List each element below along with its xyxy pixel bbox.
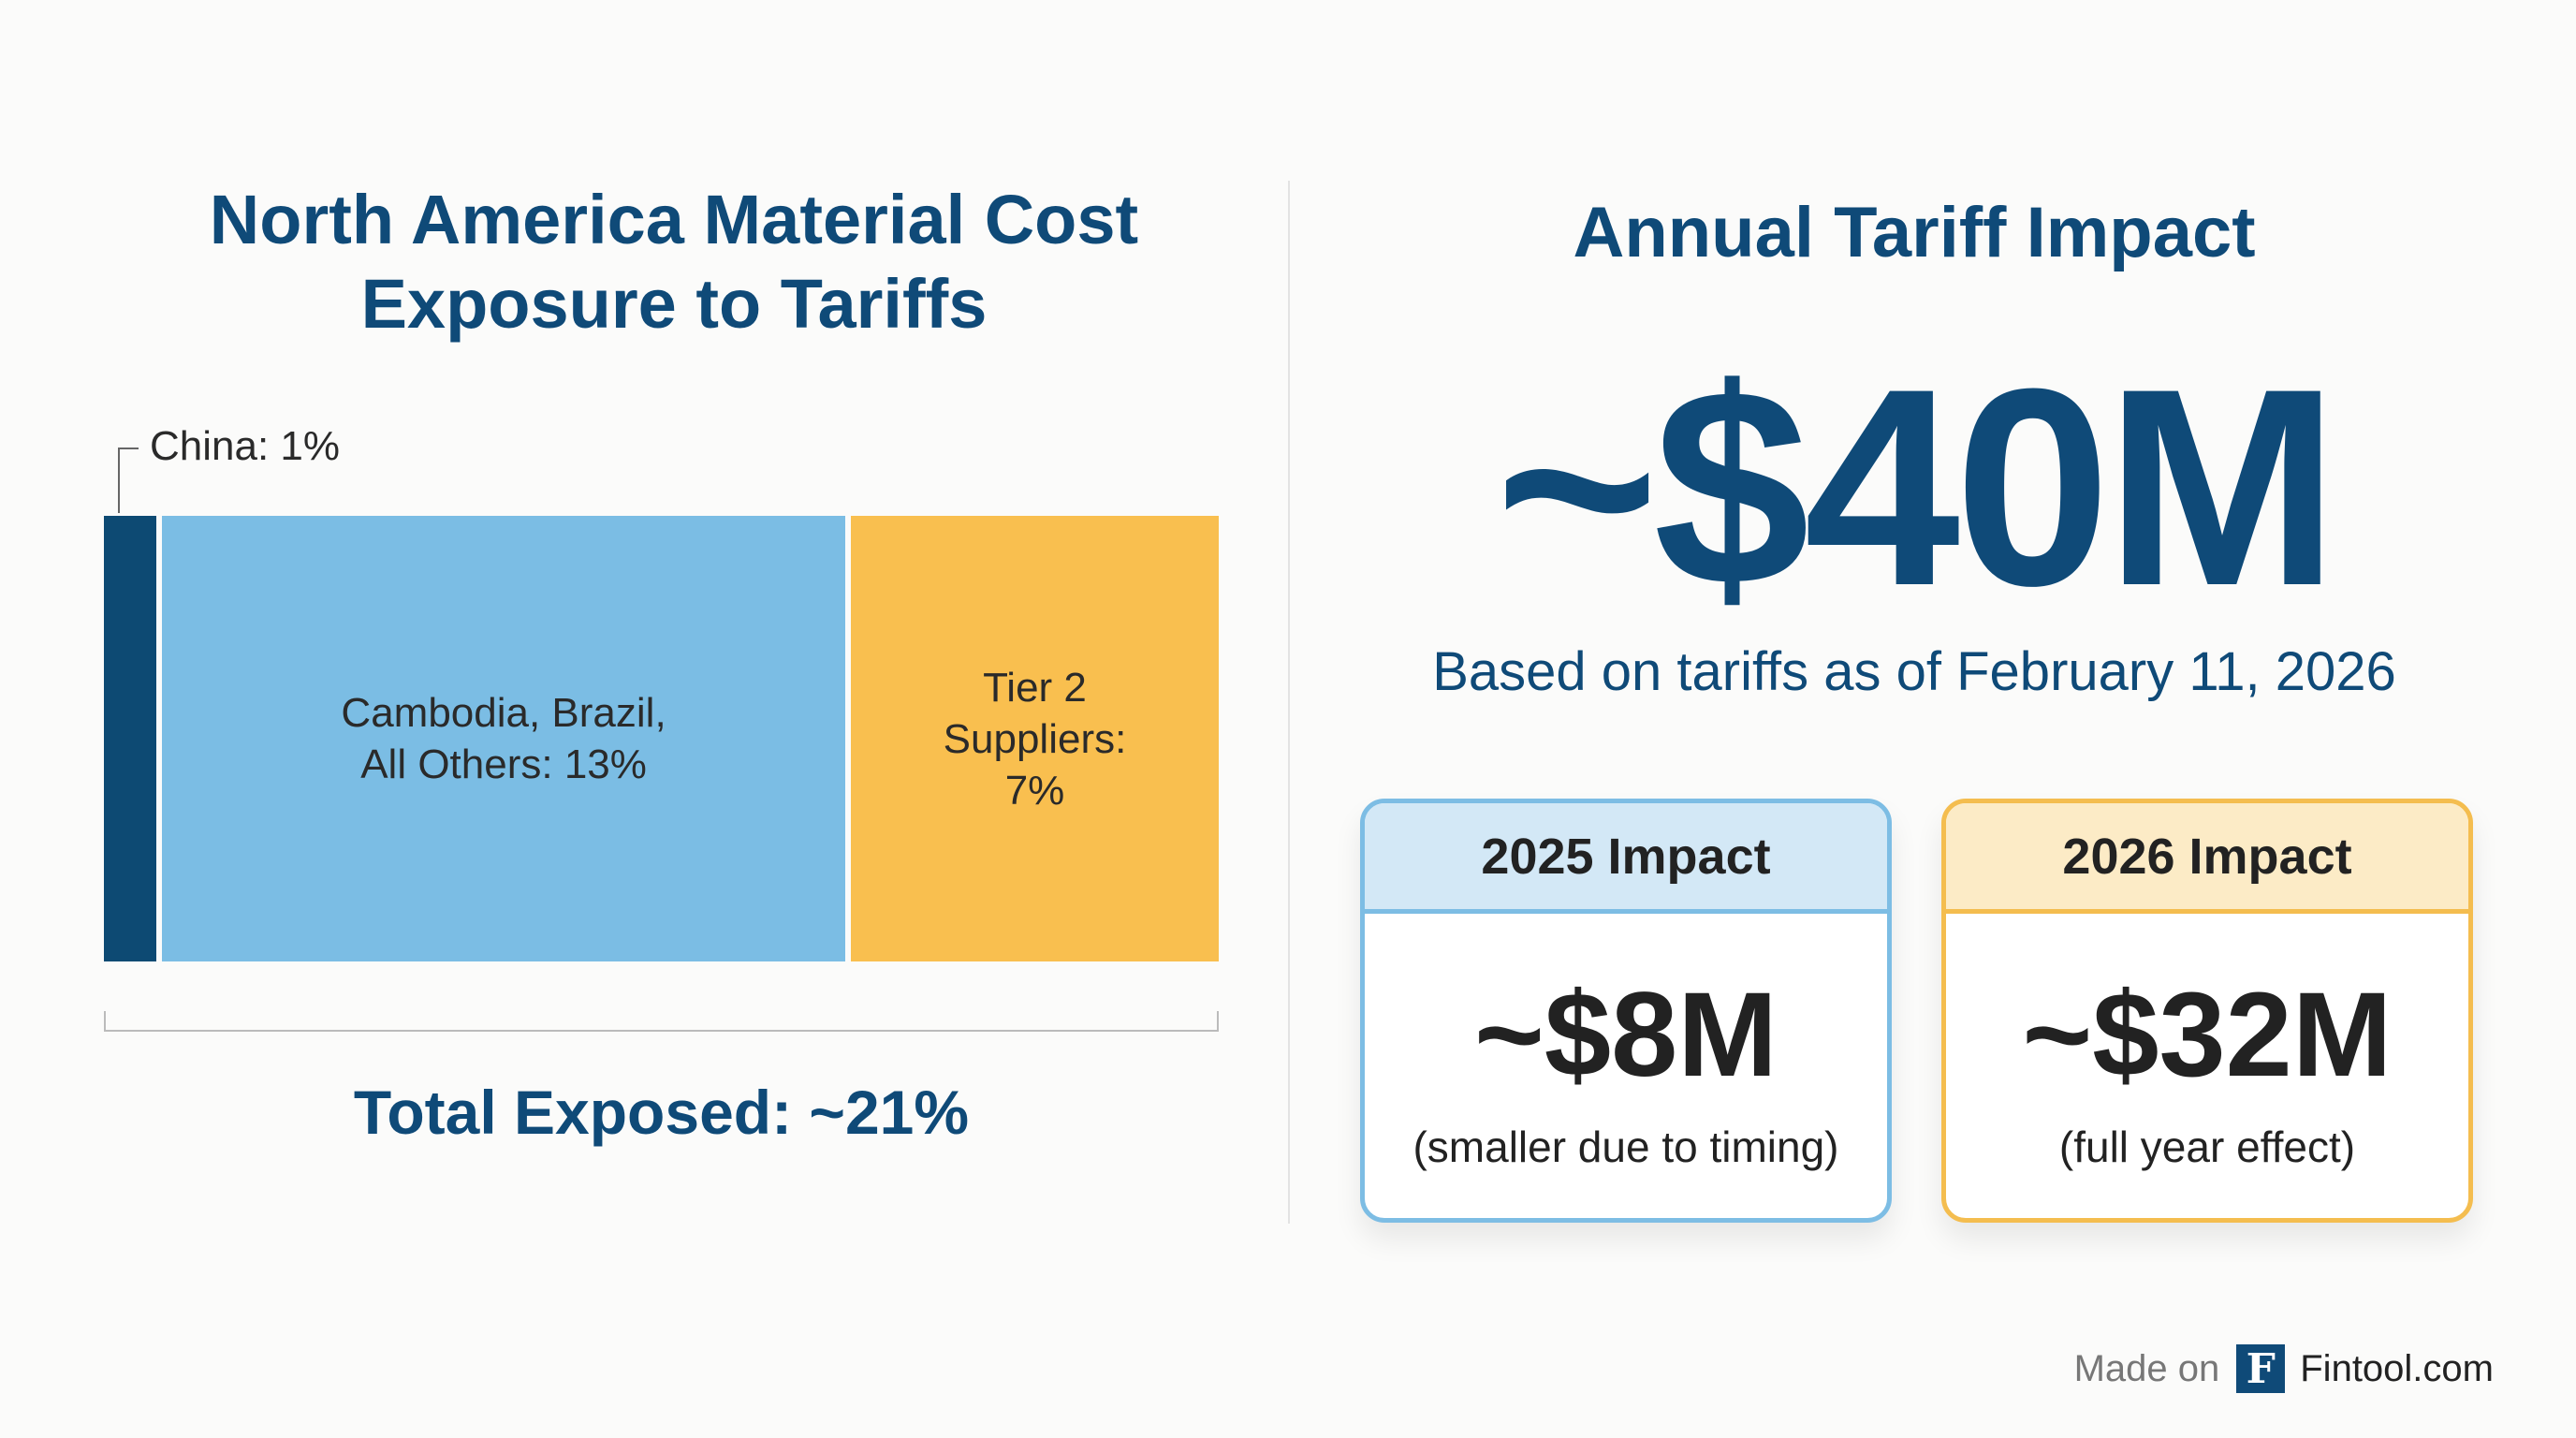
impact-card-2025: 2025 Impact ~$8M (smaller due to timing) — [1360, 799, 1892, 1223]
fintool-logo-icon: F — [2236, 1344, 2286, 1393]
bar-segment-label: Tier 2 Suppliers: 7% — [943, 664, 1127, 814]
total-bracket — [104, 1011, 1219, 1032]
card-note: (full year effect) — [2058, 1123, 2356, 1171]
tariff-date-note: Based on tariffs as of February 11, 2026 — [1432, 641, 2396, 702]
chart-title: North America Material Cost Exposure to … — [209, 181, 1139, 343]
bar-segment-cambodia-brazil-all-others: Cambodia, Brazil, All Others: 13% — [162, 516, 845, 961]
impact-card-2026: 2026 Impact ~$32M (full year effect) — [1941, 799, 2473, 1223]
card-value: ~$32M — [2022, 968, 2393, 1102]
stacked-bar: Cambodia, Brazil, All Others: 13% Tier 2 … — [104, 516, 1219, 961]
card-note: (smaller due to timing) — [1412, 1123, 1839, 1171]
brand-link[interactable]: Fintool.com — [2300, 1347, 2494, 1389]
annual-impact-title: Annual Tariff Impact — [1573, 193, 2256, 272]
china-leader-line — [118, 448, 139, 513]
divider — [1288, 181, 1290, 1224]
card-value: ~$8M — [1474, 968, 1778, 1102]
footer-attribution[interactable]: Made on F Fintool.com — [2074, 1344, 2494, 1393]
china-label: China: 1% — [150, 423, 341, 469]
annual-impact-value: ~$40M — [1495, 330, 2339, 644]
card-header: 2025 Impact — [1365, 803, 1887, 914]
bar-segment-label: Cambodia, Brazil, All Others: 13% — [341, 690, 666, 787]
bar-segment-china — [104, 516, 157, 961]
bar-segment-tier-2-suppliers: Tier 2 Suppliers: 7% — [851, 516, 1219, 961]
made-on-text: Made on — [2073, 1347, 2220, 1389]
card-header: 2026 Impact — [1946, 803, 2468, 914]
total-exposed-label: Total Exposed: ~21% — [353, 1078, 970, 1147]
